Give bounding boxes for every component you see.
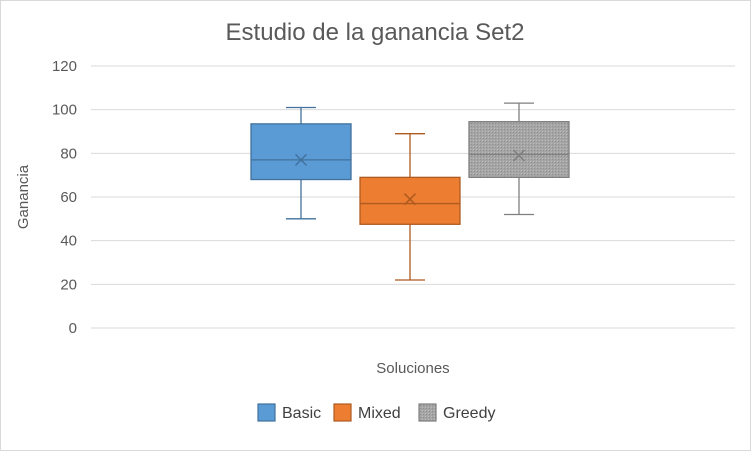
y-axis-ticks: 0 20 40 60 80 100 120 — [52, 58, 77, 337]
legend-swatch — [257, 403, 276, 422]
box-greedy — [468, 102, 570, 216]
y-tick-label: 80 — [60, 145, 77, 162]
legend-item-basic: Basic — [257, 403, 321, 422]
y-tick-label: 20 — [60, 276, 77, 293]
legend-label: Basic — [282, 405, 321, 422]
legend-swatch — [333, 403, 352, 422]
y-tick-label: 100 — [52, 102, 77, 119]
iqr-box — [250, 123, 352, 181]
iqr-box — [468, 121, 570, 179]
legend: Basic Mixed Greedy — [257, 403, 495, 422]
y-tick-label: 120 — [52, 58, 77, 75]
mean-marker — [512, 149, 526, 162]
boxes — [250, 102, 570, 281]
gridlines — [91, 65, 735, 329]
box-basic — [250, 106, 352, 220]
y-tick-label: 60 — [60, 189, 77, 206]
x-axis-label: Soluciones — [376, 360, 449, 377]
legend-label: Mixed — [358, 405, 401, 422]
chart-title: Estudio de la ganancia Set2 — [226, 19, 525, 46]
mean-marker — [294, 153, 308, 166]
y-tick-label: 0 — [69, 320, 77, 337]
legend-item-mixed: Mixed — [333, 403, 401, 422]
box-mixed — [359, 133, 461, 281]
mean-marker — [403, 193, 417, 206]
y-axis-label: Ganancia — [15, 164, 32, 229]
legend-label: Greedy — [443, 405, 495, 422]
legend-swatch — [418, 403, 437, 422]
iqr-box — [359, 176, 461, 225]
legend-item-greedy: Greedy — [418, 403, 495, 422]
y-tick-label: 40 — [60, 233, 77, 250]
